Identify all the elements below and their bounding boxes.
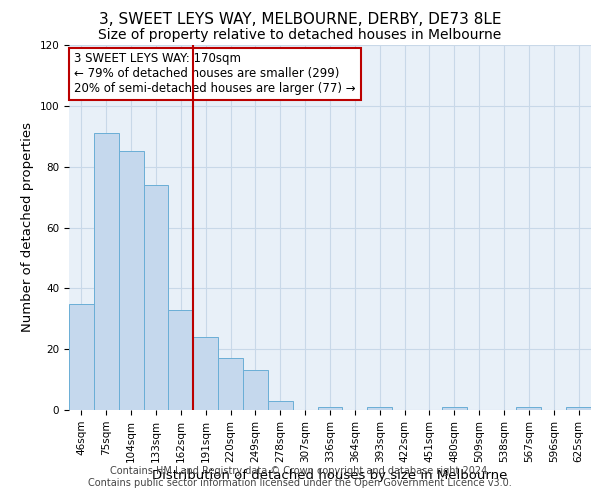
Bar [317,407,343,410]
Text: Contains HM Land Registry data © Crown copyright and database right 2024.
Contai: Contains HM Land Registry data © Crown c… [88,466,512,487]
Text: 3 SWEET LEYS WAY: 170sqm
← 79% of detached houses are smaller (299)
20% of semi-: 3 SWEET LEYS WAY: 170sqm ← 79% of detach… [74,52,356,96]
Bar [143,185,169,410]
Bar [517,407,541,410]
Bar [169,310,193,410]
Y-axis label: Number of detached properties: Number of detached properties [21,122,34,332]
Text: 3, SWEET LEYS WAY, MELBOURNE, DERBY, DE73 8LE: 3, SWEET LEYS WAY, MELBOURNE, DERBY, DE7… [99,12,501,28]
X-axis label: Distribution of detached houses by size in Melbourne: Distribution of detached houses by size … [152,469,508,482]
Bar [367,407,392,410]
Text: Size of property relative to detached houses in Melbourne: Size of property relative to detached ho… [98,28,502,42]
Bar [442,407,467,410]
Bar [566,407,591,410]
Bar [243,370,268,410]
Bar [218,358,243,410]
Bar [69,304,94,410]
Bar [268,401,293,410]
Bar [193,337,218,410]
Bar [94,133,119,410]
Bar [119,152,143,410]
